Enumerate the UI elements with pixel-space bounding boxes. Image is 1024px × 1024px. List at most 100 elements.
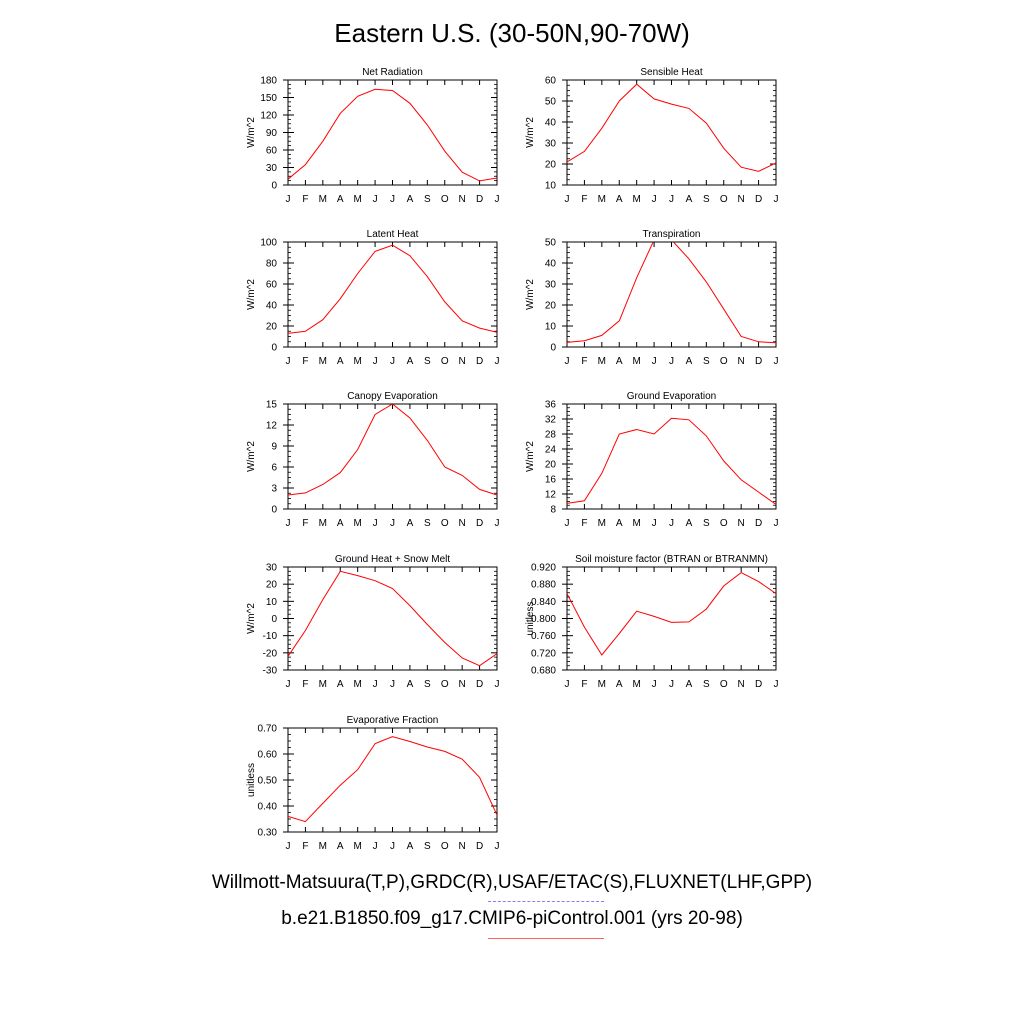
y-tick-label: 0.70: [258, 724, 278, 735]
x-tick-label: J: [286, 356, 291, 367]
x-tick-label: J: [774, 194, 779, 205]
x-tick-label: J: [373, 841, 378, 852]
chart-title: Transpiration: [643, 229, 701, 240]
x-tick-label: D: [755, 518, 762, 529]
y-tick-label: 10: [266, 597, 278, 608]
x-tick-label: A: [686, 679, 693, 690]
x-tick-label: A: [686, 356, 693, 367]
y-tick-label: 20: [545, 460, 557, 471]
y-axis-label: W/m^2: [525, 441, 536, 472]
series-line: [288, 88, 497, 182]
y-tick-label: -10: [263, 631, 278, 642]
x-tick-label: J: [390, 356, 395, 367]
y-tick-label: 0.60: [258, 750, 278, 761]
series-line: [567, 83, 776, 172]
x-tick-label: D: [476, 518, 483, 529]
x-tick-label: M: [598, 194, 606, 205]
chart-title: Ground Evaporation: [627, 391, 717, 402]
x-tick-label: A: [407, 679, 414, 690]
y-tick-label: 0.880: [531, 580, 556, 591]
y-tick-label: 60: [545, 76, 557, 87]
x-tick-label: J: [669, 356, 674, 367]
y-tick-label: 20: [545, 301, 557, 312]
x-tick-label: J: [373, 356, 378, 367]
x-tick-label: J: [390, 679, 395, 690]
x-tick-label: D: [476, 356, 483, 367]
x-tick-label: F: [302, 518, 308, 529]
x-tick-label: J: [652, 356, 657, 367]
chart-title: Soil moisture factor (BTRAN or BTRANMN): [575, 554, 768, 565]
y-tick-label: 8: [550, 505, 556, 516]
x-tick-label: M: [319, 679, 327, 690]
x-tick-label: S: [424, 356, 431, 367]
x-tick-label: O: [441, 518, 449, 529]
y-tick-label: 60: [266, 146, 278, 157]
plot-frame: [287, 241, 498, 348]
chart-title: Net Radiation: [362, 67, 423, 78]
x-tick-label: M: [353, 194, 361, 205]
x-tick-label: D: [755, 194, 762, 205]
y-tick-label: 0: [271, 505, 277, 516]
x-tick-label: N: [738, 518, 745, 529]
series-line: [567, 417, 776, 505]
x-tick-label: S: [703, 194, 710, 205]
x-tick-label: O: [441, 194, 449, 205]
x-tick-label: N: [459, 194, 466, 205]
y-tick-label: 0: [271, 181, 277, 192]
x-tick-label: A: [616, 194, 623, 205]
x-tick-label: M: [319, 518, 327, 529]
x-tick-label: A: [337, 679, 344, 690]
y-tick-label: 9: [271, 442, 277, 453]
y-tick-label: 0: [271, 614, 277, 625]
x-tick-label: J: [565, 518, 570, 529]
x-tick-label: A: [337, 841, 344, 852]
x-tick-label: M: [632, 679, 640, 690]
y-tick-label: 30: [266, 163, 278, 174]
x-tick-label: J: [669, 518, 674, 529]
y-tick-label: 20: [266, 580, 278, 591]
y-tick-label: 40: [545, 118, 557, 129]
y-axis-label: W/m^2: [525, 117, 536, 148]
x-tick-label: J: [373, 518, 378, 529]
y-tick-label: 3: [271, 484, 277, 495]
legend-model-label: b.e21.B1850.f09_g17.CMIP6-piControl.001 …: [281, 908, 743, 929]
legend-model-swatch: [488, 938, 604, 939]
x-tick-label: A: [407, 841, 414, 852]
x-tick-label: N: [459, 518, 466, 529]
y-tick-label: 100: [260, 238, 277, 249]
x-tick-label: J: [565, 356, 570, 367]
y-tick-label: 0.840: [531, 597, 556, 608]
x-tick-label: J: [390, 841, 395, 852]
y-tick-label: 0: [550, 343, 556, 354]
series-line: [567, 242, 776, 344]
x-tick-label: D: [476, 679, 483, 690]
y-tick-label: 180: [260, 76, 277, 87]
y-tick-label: 0.760: [531, 631, 556, 642]
y-tick-label: 50: [545, 97, 557, 108]
x-tick-label: N: [738, 679, 745, 690]
x-tick-label: M: [319, 194, 327, 205]
x-tick-label: N: [459, 679, 466, 690]
x-tick-label: M: [319, 841, 327, 852]
x-tick-label: J: [286, 841, 291, 852]
x-tick-label: J: [286, 518, 291, 529]
x-tick-label: O: [720, 194, 728, 205]
y-tick-label: 80: [266, 259, 278, 270]
plot-frame: [566, 566, 777, 671]
y-tick-label: 150: [260, 93, 277, 104]
page-title: Eastern U.S. (30-50N,90-70W): [334, 18, 690, 48]
x-tick-label: J: [373, 679, 378, 690]
x-tick-label: J: [286, 194, 291, 205]
x-tick-label: S: [424, 518, 431, 529]
x-tick-label: D: [755, 679, 762, 690]
y-axis-label: W/m^2: [246, 603, 257, 634]
x-tick-label: M: [598, 356, 606, 367]
x-tick-label: M: [632, 518, 640, 529]
y-tick-label: 0.800: [531, 614, 556, 625]
plot-frame: [287, 566, 498, 671]
series-line: [288, 570, 497, 667]
x-tick-label: N: [459, 356, 466, 367]
x-tick-label: S: [424, 841, 431, 852]
